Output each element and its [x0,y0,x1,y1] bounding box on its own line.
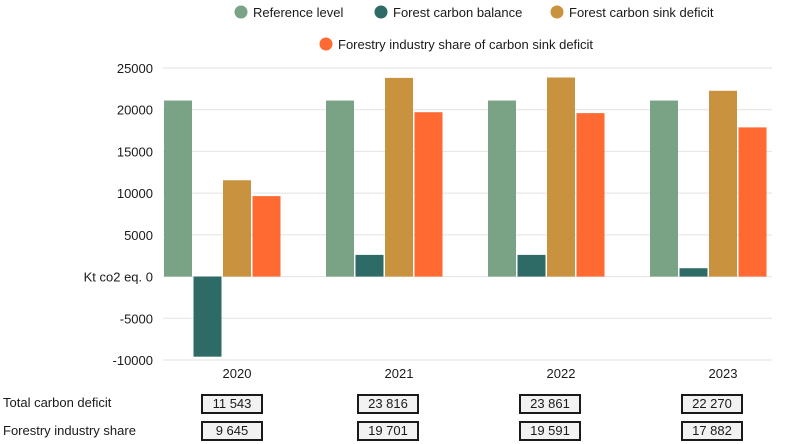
cell-total-2021: 23 816 [357,394,419,414]
x-category-label: 2021 [385,366,414,381]
bar-2022-reference-level [488,100,516,277]
legend-label: Forestry industry share of carbon sink d… [338,37,593,52]
x-category-label: 2023 [709,366,738,381]
cell-total-2023: 22 270 [681,394,743,414]
bar-2022-forest-carbon-sink-deficit [547,77,575,277]
y-axis-ticks: 25000 20000 15000 10000 5000 Kt co2 eq. 0 -500… [84,61,153,368]
row-label-forestry-industry-share: Forestry industry share [3,423,136,438]
cell-total-2022: 23 861 [519,394,581,414]
legend-marker [234,5,248,19]
y-tick-label: 20000 [117,103,153,118]
y-tick-label: -10000 [113,353,153,368]
y-tick-label: 5000 [124,228,153,243]
bar-2020-forest-carbon-sink-deficit [223,180,251,277]
cell-share-2020: 9 645 [201,421,263,441]
cell-share-2022: 19 591 [519,421,581,441]
bar-2023-forest-carbon-balance [679,268,708,277]
y-tick-label: 15000 [117,144,153,159]
bar-2021-forestry-industry-share-of-carbon-sink-deficit [414,112,443,277]
bar-2023-forest-carbon-sink-deficit [709,90,737,277]
legend-label: Reference level [253,5,343,20]
cell-share-2021: 19 701 [357,421,419,441]
legend-marker [374,5,388,19]
bar-2020-forest-carbon-balance [193,276,222,357]
y-tick-label: 10000 [117,186,153,201]
bar-2021-forest-carbon-balance [355,254,384,277]
bar-2020-forestry-industry-share-of-carbon-sink-deficit [252,196,281,277]
bar-2023-forestry-industry-share-of-carbon-sink-deficit [738,127,767,277]
y-tick-label: Kt co2 eq. 0 [84,270,153,285]
legend: Reference level Forest carbon balance Fore… [234,5,714,52]
bars [164,77,767,357]
cell-total-2020: 11 543 [201,394,263,414]
row-label-total-carbon-deficit: Total carbon deficit [3,395,112,410]
x-axis-categories: 2020 2021 2022 2023 [223,366,738,381]
bar-2022-forestry-industry-share-of-carbon-sink-deficit [576,113,605,277]
legend-marker [319,37,333,51]
cell-share-2023: 17 882 [681,421,743,441]
legend-label: Forest carbon sink deficit [569,5,714,20]
legend-label: Forest carbon balance [393,5,522,20]
y-tick-label: 25000 [117,61,153,76]
bar-2023-reference-level [650,100,678,277]
x-category-label: 2020 [223,366,252,381]
bar-2021-forest-carbon-sink-deficit [385,77,413,277]
bar-2021-reference-level [326,100,354,277]
y-tick-label: -5000 [120,311,153,326]
bar-2020-reference-level [164,100,192,277]
bar-2022-forest-carbon-balance [517,254,546,277]
legend-marker [550,5,564,19]
x-category-label: 2022 [547,366,576,381]
